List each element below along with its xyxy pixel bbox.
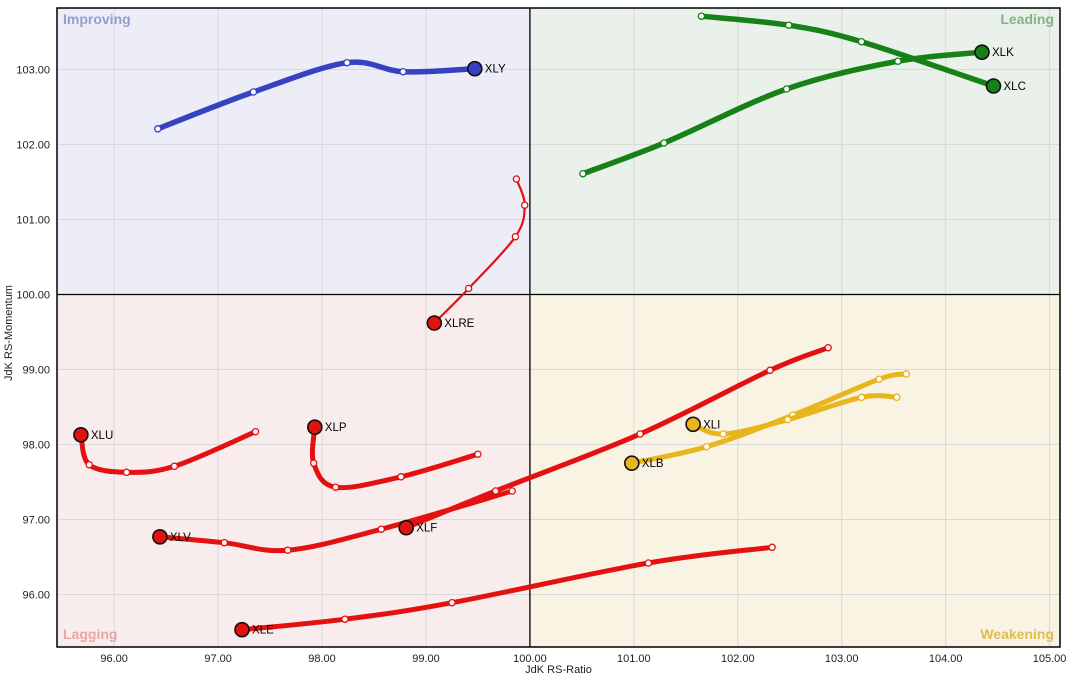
ticker-label-XLC: XLC	[1004, 81, 1026, 93]
trail-point-XLC	[697, 12, 706, 20]
trail-point-XLB	[702, 442, 711, 451]
ticker-label-XLK: XLK	[992, 47, 1014, 59]
x-tick-label: 105.00	[1033, 653, 1067, 665]
trail-point-XLB	[875, 375, 883, 383]
trail-point-XLRE	[520, 201, 529, 209]
trail-XLY	[155, 59, 478, 132]
x-tick-label: 100.00	[513, 653, 547, 665]
trail-point-XLI	[719, 430, 727, 438]
y-axis-title: JdK RS-Momentum	[3, 285, 15, 381]
y-tick-label: 102.00	[16, 140, 50, 152]
y-tick-label: 96.00	[22, 590, 50, 602]
ticker-label-XLE: XLE	[252, 625, 274, 637]
x-tick-label: 103.00	[825, 653, 859, 665]
ticker-label-XLB: XLB	[642, 458, 664, 470]
trail-point-XLU	[170, 462, 179, 471]
trail-point-XLY	[343, 58, 351, 67]
trail-point-XLU	[122, 468, 131, 477]
ticker-label-XLRE: XLRE	[444, 318, 474, 330]
trail-point-XLE	[341, 615, 349, 623]
quadrant-label-improving: Improving	[63, 11, 131, 27]
trail-point-XLK	[894, 57, 902, 65]
trail-point-XLP	[397, 473, 405, 481]
x-tick-label: 102.00	[721, 653, 755, 665]
trail-point-XLRE	[464, 284, 473, 293]
y-tick-label: 100.00	[16, 290, 50, 302]
y-tick-label: 98.00	[22, 440, 50, 452]
trail-point-XLRE	[511, 232, 520, 241]
trail-point-XLF	[636, 430, 644, 438]
trail-point-XLY	[249, 88, 258, 96]
trail-XLC	[698, 13, 997, 89]
trail-point-XLK	[579, 169, 587, 178]
trail-point-XLY	[399, 67, 407, 76]
endpoint-XLRE[interactable]	[426, 315, 443, 331]
trail-point-XLK	[782, 85, 791, 93]
trail-point-XLV	[508, 487, 516, 495]
endpoint-XLV[interactable]	[152, 528, 168, 545]
ticker-label-XLF: XLF	[416, 523, 437, 535]
trail-point-XLI	[783, 415, 792, 424]
trail-point-XLI	[893, 393, 901, 402]
endpoint-XLE[interactable]	[234, 621, 250, 638]
trail-point-XLC	[857, 37, 866, 46]
quadrant-label-lagging: Lagging	[63, 626, 117, 642]
trail-point-XLI	[857, 393, 866, 402]
trail-point-XLY	[154, 125, 162, 133]
trail-point-XLC	[784, 21, 793, 29]
endpoint-XLC[interactable]	[985, 78, 1002, 94]
trail-point-XLE	[768, 543, 776, 552]
ticker-label-XLP: XLP	[325, 422, 347, 434]
trail-point-XLE	[644, 559, 653, 567]
x-tick-label: 97.00	[204, 653, 232, 665]
endpoint-XLF[interactable]	[398, 519, 415, 536]
x-tick-label: 96.00	[100, 653, 128, 665]
x-tick-label: 98.00	[308, 653, 336, 665]
trail-point-XLE	[448, 598, 456, 607]
trail-point-XLP	[474, 450, 482, 458]
endpoint-XLP[interactable]	[306, 419, 323, 436]
y-tick-label: 97.00	[22, 515, 50, 527]
y-tick-label: 103.00	[16, 65, 50, 77]
trail-point-XLF	[824, 343, 832, 352]
trail-point-XLF	[766, 366, 774, 375]
ticker-label-XLU: XLU	[91, 430, 113, 442]
endpoint-XLI[interactable]	[685, 416, 701, 433]
trail-point-XLV	[220, 538, 229, 547]
trail-point-XLV	[377, 525, 386, 533]
quadrant-rect-weakening	[529, 294, 1060, 647]
endpoint-XLU[interactable]	[73, 426, 89, 443]
trail-point-XLV	[283, 546, 292, 554]
x-tick-label: 99.00	[412, 653, 440, 665]
x-tick-label: 104.00	[929, 653, 963, 665]
trail-point-XLU	[85, 460, 93, 469]
ticker-label-XLV: XLV	[170, 532, 191, 544]
y-tick-label: 101.00	[16, 215, 50, 227]
trail-point-XLRE	[512, 175, 521, 183]
ticker-label-XLI: XLI	[703, 419, 720, 431]
x-tick-label: 101.00	[617, 653, 651, 665]
x-axis-title: JdK RS-Ratio	[525, 664, 592, 676]
plot-border	[56, 7, 1061, 648]
endpoint-XLK[interactable]	[974, 44, 990, 61]
quadrant-label-leading: Leading	[1000, 11, 1054, 27]
endpoint-XLY[interactable]	[466, 60, 483, 77]
trail-XLE	[239, 544, 775, 633]
trail-point-XLF	[491, 487, 500, 495]
quadrant-rect-improving	[57, 8, 530, 295]
trail-point-XLP	[309, 459, 318, 467]
y-tick-label: 99.00	[22, 365, 50, 377]
trail-point-XLU	[251, 427, 260, 436]
ticker-label-XLY: XLY	[485, 64, 506, 76]
endpoint-XLB[interactable]	[623, 455, 640, 472]
trail-point-XLB	[902, 370, 910, 378]
trail-point-XLP	[331, 483, 340, 491]
quadrant-label-weakening: Weakening	[980, 626, 1054, 642]
trail-point-XLK	[660, 139, 668, 147]
